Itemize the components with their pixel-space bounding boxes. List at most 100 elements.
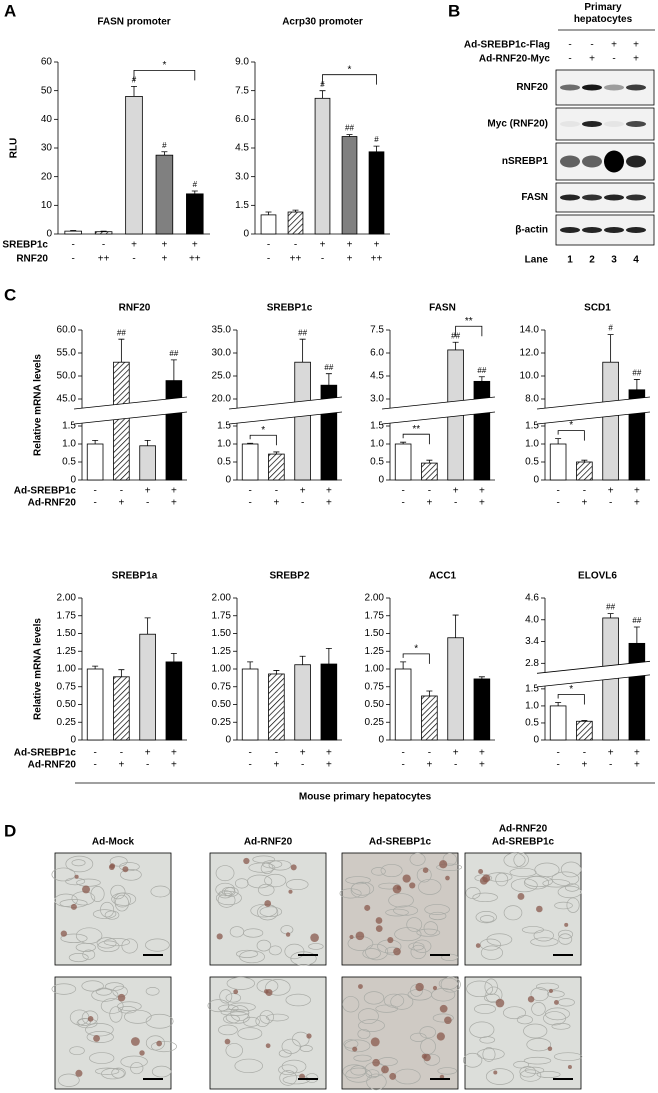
- condition-sign: +: [326, 748, 332, 759]
- y-tick-label: 1.5: [525, 684, 539, 695]
- significance-bracket: [557, 694, 585, 705]
- condition-sign: -: [72, 254, 75, 265]
- cell: [81, 1010, 99, 1025]
- y-tick-label: 10.0: [520, 371, 540, 382]
- condition-sign: ++: [290, 254, 302, 265]
- cell: [109, 856, 128, 867]
- stained-nucleus: [445, 875, 450, 881]
- y-tick-label: 0.50: [365, 699, 385, 710]
- condition-sign: +: [300, 748, 306, 759]
- stained-nucleus: [389, 1072, 397, 1080]
- condition-sign: -: [301, 498, 304, 509]
- error-bar: [633, 626, 640, 644]
- cell: [551, 871, 580, 886]
- condition-sign: -: [556, 498, 559, 509]
- y-tick-label: 40: [41, 114, 53, 125]
- y-tick-label: 0.5: [525, 457, 539, 468]
- condition-sign: -: [146, 760, 149, 771]
- condition-sign: +: [171, 498, 177, 509]
- condition-sign: -: [120, 748, 123, 759]
- chart-title: ACC1: [429, 571, 457, 582]
- cell: [345, 1067, 372, 1083]
- y-tick-label: 1.00: [212, 664, 232, 675]
- condition-sign: +: [145, 486, 151, 497]
- error-bar: [299, 338, 306, 363]
- axis-break: [229, 397, 342, 424]
- cell: [151, 1065, 172, 1078]
- cell: [114, 894, 129, 912]
- cell: [513, 1060, 530, 1069]
- condition-sign: ++: [371, 254, 383, 265]
- cell: [523, 1056, 552, 1065]
- y-tick-label: 1.50: [365, 628, 385, 639]
- cell: [553, 1052, 583, 1061]
- condition-sign: -: [401, 486, 404, 497]
- bar: [294, 361, 311, 481]
- cell: [495, 872, 509, 887]
- cell: [484, 993, 500, 1003]
- bar: [368, 151, 385, 235]
- cell: [81, 980, 104, 992]
- y-axis-label: Relative mRNA levels: [33, 618, 44, 720]
- stained-nucleus: [432, 985, 438, 991]
- cell: [225, 993, 241, 1003]
- y-tick-label: 1.5: [235, 200, 249, 211]
- cell: [89, 1052, 115, 1064]
- cell: [225, 1043, 243, 1058]
- stained-nucleus: [60, 930, 67, 937]
- blot-band: [560, 227, 580, 233]
- error-bar: [555, 438, 562, 444]
- condition-sign: +: [479, 748, 485, 759]
- blot-sign: +: [633, 54, 639, 65]
- error-bar: [319, 90, 326, 99]
- blot-band: [560, 121, 580, 127]
- cell: [281, 1059, 307, 1074]
- cell: [365, 943, 389, 961]
- cell: [256, 939, 272, 952]
- error-bar: [70, 230, 77, 232]
- cell: [394, 927, 422, 942]
- axis-break: [381, 411, 496, 425]
- blot-row-label: β-actin: [515, 225, 548, 236]
- axis-break: [73, 396, 188, 410]
- cell: [252, 855, 275, 864]
- significance-label: *: [261, 425, 265, 436]
- condition-sign: +: [145, 748, 151, 759]
- y-tick-label: 60: [41, 57, 53, 68]
- significance-bracket: [402, 653, 430, 664]
- condition-sign: +: [131, 240, 137, 251]
- stained-nucleus: [547, 1046, 553, 1052]
- cell: [362, 948, 381, 959]
- condition-sign: +: [634, 486, 640, 497]
- chart-title: SREBP1a: [112, 571, 158, 582]
- error-bar: [118, 338, 125, 363]
- cell: [466, 980, 494, 998]
- cell: [278, 1049, 292, 1058]
- condition-sign: -: [321, 254, 324, 265]
- y-tick-label: 0.5: [370, 457, 384, 468]
- axis-break: [73, 411, 188, 425]
- error-bar: [273, 451, 280, 455]
- cell: [120, 1055, 148, 1068]
- bar: [314, 97, 331, 235]
- stained-nucleus: [393, 947, 401, 956]
- significance-marker: ##: [324, 363, 333, 372]
- cell: [390, 993, 414, 1010]
- cell: [226, 976, 255, 990]
- blot-band: [582, 155, 602, 168]
- cell: [85, 1023, 114, 1037]
- y-tick-label: 60.0: [57, 325, 77, 336]
- stained-nucleus: [108, 864, 115, 871]
- condition-sign: -: [556, 760, 559, 771]
- error-bar: [161, 151, 168, 156]
- cell: [474, 1003, 496, 1014]
- bar: [421, 462, 438, 481]
- bar: [86, 668, 104, 741]
- blot-band: [626, 121, 646, 127]
- y-tick-label: 0.75: [365, 681, 385, 692]
- cell: [218, 1004, 239, 1013]
- blot-sign: -: [612, 54, 615, 65]
- y-tick-label: 1.00: [57, 664, 77, 675]
- axis-break: [536, 396, 651, 410]
- y-tick-label: 1.75: [57, 610, 77, 621]
